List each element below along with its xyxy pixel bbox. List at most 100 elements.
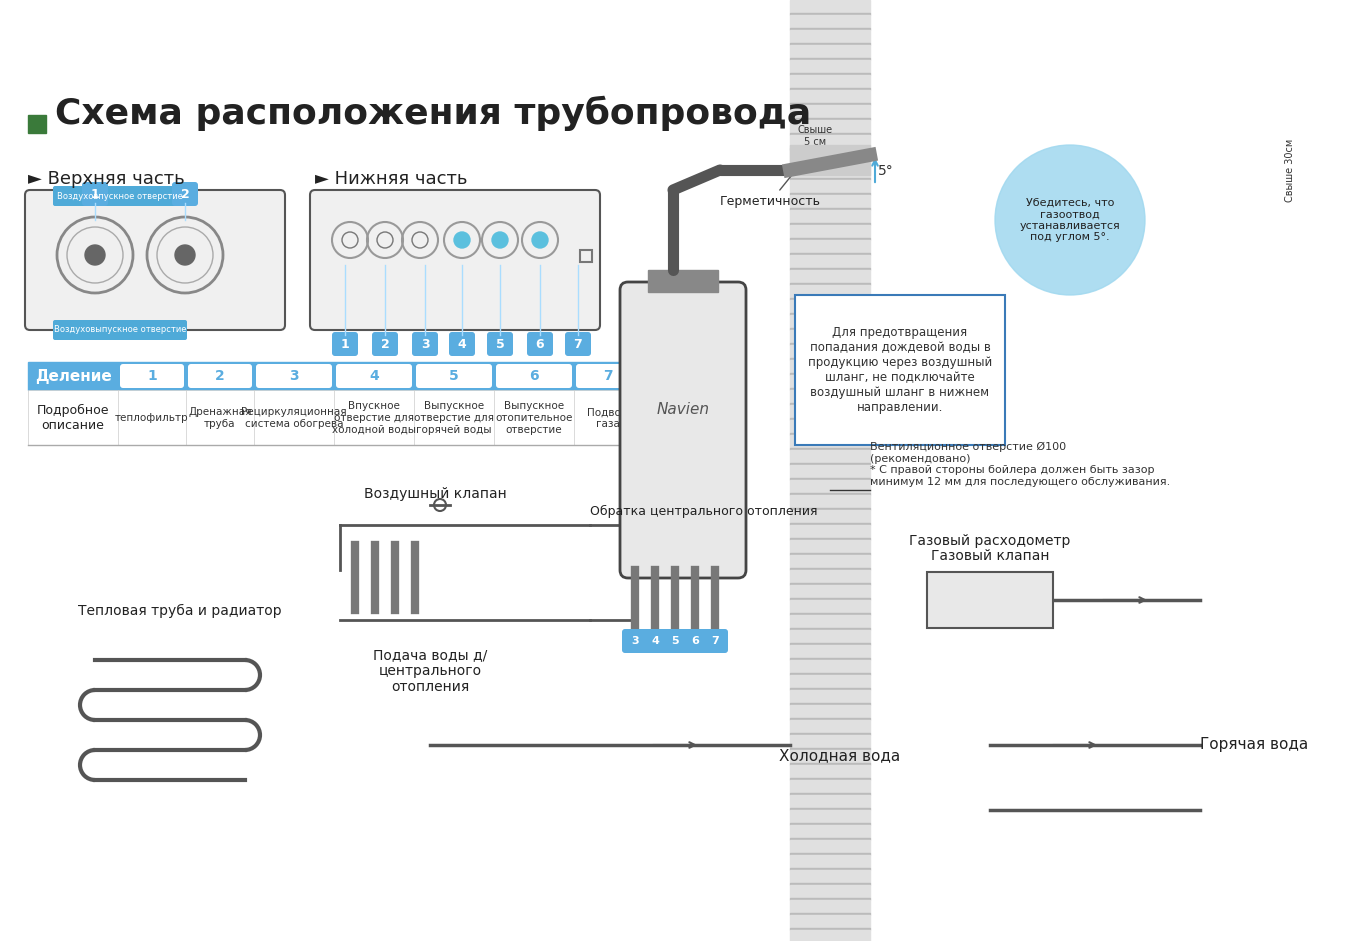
- Bar: [791, 120, 870, 133]
- Bar: [791, 135, 870, 148]
- FancyBboxPatch shape: [565, 332, 591, 356]
- Bar: [791, 795, 870, 808]
- FancyBboxPatch shape: [120, 364, 183, 388]
- FancyBboxPatch shape: [683, 629, 708, 653]
- Bar: [791, 838, 870, 840]
- Bar: [791, 553, 870, 555]
- Bar: [791, 900, 870, 913]
- Text: 4: 4: [652, 636, 658, 646]
- Bar: [791, 583, 870, 585]
- Bar: [791, 73, 870, 75]
- Bar: [791, 525, 870, 538]
- Bar: [791, 750, 870, 763]
- Bar: [791, 928, 870, 930]
- Bar: [791, 628, 870, 630]
- Bar: [791, 418, 870, 420]
- Bar: [28, 390, 638, 445]
- Bar: [791, 885, 870, 898]
- Bar: [791, 240, 870, 253]
- Bar: [791, 345, 870, 358]
- Bar: [791, 285, 870, 298]
- Text: 7: 7: [711, 636, 719, 646]
- Text: 2: 2: [214, 369, 225, 383]
- Text: 5: 5: [672, 636, 679, 646]
- FancyBboxPatch shape: [527, 332, 553, 356]
- Circle shape: [85, 245, 105, 265]
- Bar: [791, 883, 870, 885]
- Text: Газовый расходометр: Газовый расходометр: [909, 534, 1071, 548]
- Bar: [791, 165, 870, 178]
- Bar: [791, 15, 870, 28]
- Bar: [791, 855, 870, 868]
- Bar: [791, 495, 870, 508]
- Text: 7: 7: [603, 369, 612, 383]
- Bar: [791, 463, 870, 465]
- Text: Холодная вода: Холодная вода: [780, 748, 901, 763]
- Bar: [791, 255, 870, 268]
- Text: ●●●●●●: ●●●●●●: [965, 595, 1016, 605]
- Bar: [791, 208, 870, 210]
- Bar: [28, 115, 46, 133]
- Bar: [791, 375, 870, 388]
- Bar: [791, 645, 870, 658]
- Text: ► Верхняя часть: ► Верхняя часть: [28, 170, 185, 188]
- Text: Герметичность: Герметичность: [720, 168, 822, 208]
- Bar: [580, 250, 592, 262]
- FancyBboxPatch shape: [496, 364, 572, 388]
- Text: Выпускное
отверстие для
горячей воды: Выпускное отверстие для горячей воды: [414, 402, 494, 435]
- Bar: [791, 555, 870, 568]
- FancyBboxPatch shape: [256, 364, 332, 388]
- FancyBboxPatch shape: [332, 332, 357, 356]
- Bar: [791, 330, 870, 343]
- Bar: [791, 13, 870, 15]
- Bar: [791, 103, 870, 105]
- Circle shape: [492, 232, 509, 248]
- Circle shape: [532, 232, 548, 248]
- Bar: [791, 268, 870, 270]
- Bar: [791, 598, 870, 600]
- Text: Впускное
отверстие для
холодной воды: Впускное отверстие для холодной воды: [332, 402, 415, 435]
- Bar: [791, 0, 870, 13]
- Text: 5: 5: [449, 369, 459, 383]
- Bar: [791, 225, 870, 238]
- FancyBboxPatch shape: [411, 332, 438, 356]
- Bar: [791, 343, 870, 345]
- Bar: [791, 720, 870, 733]
- Bar: [791, 508, 870, 510]
- Bar: [791, 675, 870, 688]
- Text: 6: 6: [691, 636, 699, 646]
- Text: Для предотвращения
попадания дождевой воды в
продукцию через воздушный
шланг, не: Для предотвращения попадания дождевой во…: [808, 326, 992, 414]
- Bar: [791, 315, 870, 328]
- FancyBboxPatch shape: [927, 572, 1054, 628]
- Text: 5: 5: [495, 338, 505, 350]
- Bar: [791, 75, 870, 88]
- Bar: [791, 328, 870, 330]
- Text: Схема расположения трубопровода: Схема расположения трубопровода: [55, 96, 811, 131]
- Bar: [648, 270, 718, 292]
- Text: 1: 1: [90, 187, 100, 200]
- Bar: [791, 420, 870, 433]
- Text: 6: 6: [529, 369, 538, 383]
- Bar: [28, 362, 638, 390]
- Text: 1: 1: [147, 369, 156, 383]
- Bar: [791, 435, 870, 448]
- Bar: [791, 748, 870, 750]
- Text: Газовый клапан: Газовый клапан: [931, 549, 1050, 563]
- Text: Убедитесь, что
газоотвод
устанавливается
под углом 5°.: Убедитесь, что газоотвод устанавливается…: [1020, 198, 1121, 243]
- Text: ► Нижняя часть: ► Нижняя часть: [316, 170, 468, 188]
- Text: 5°: 5°: [878, 164, 894, 178]
- Circle shape: [175, 245, 196, 265]
- FancyBboxPatch shape: [622, 629, 648, 653]
- Bar: [791, 270, 870, 283]
- FancyBboxPatch shape: [372, 332, 398, 356]
- Bar: [791, 223, 870, 225]
- Bar: [791, 585, 870, 598]
- Text: Подвод
газа: Подвод газа: [588, 407, 629, 429]
- Text: Дренажная
труба: Дренажная труба: [189, 407, 252, 429]
- Bar: [791, 283, 870, 285]
- Bar: [791, 388, 870, 390]
- Bar: [791, 810, 870, 823]
- FancyBboxPatch shape: [576, 364, 639, 388]
- Text: Воздушный клапан: Воздушный клапан: [364, 487, 506, 501]
- Bar: [791, 465, 870, 478]
